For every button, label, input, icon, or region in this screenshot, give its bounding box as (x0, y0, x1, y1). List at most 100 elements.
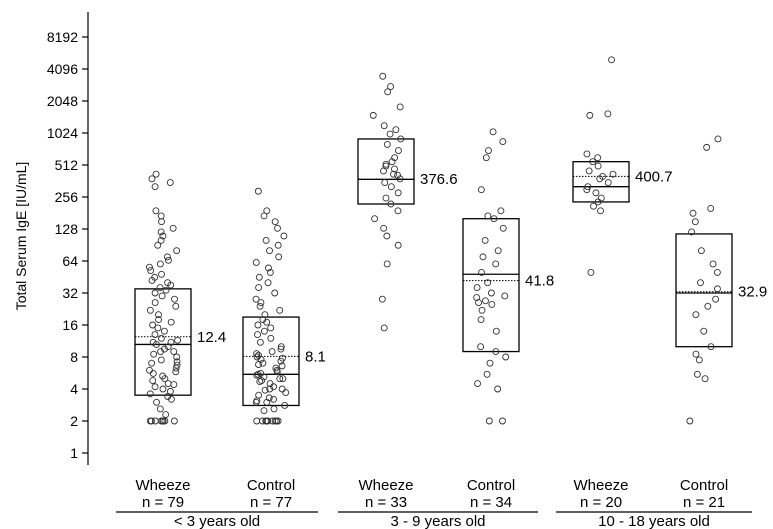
data-point (270, 395, 278, 403)
group-n-label: n = 21 (683, 494, 725, 511)
y-tick-label: 8 (70, 349, 78, 365)
data-point (477, 316, 485, 324)
group-wheeze-2: 400.7 (572, 56, 673, 276)
data-point (587, 268, 595, 276)
data-point (172, 368, 180, 376)
data-point (392, 126, 400, 134)
data-point (173, 361, 181, 369)
data-point (586, 111, 594, 119)
data-point (261, 386, 269, 394)
data-point (371, 215, 379, 223)
group-n-label: n = 77 (250, 494, 292, 511)
data-point (369, 111, 377, 119)
y-tick-label: 8192 (47, 29, 78, 45)
data-point (172, 302, 180, 310)
data-point (707, 343, 715, 351)
data-point (481, 297, 489, 305)
group-name-label: Wheeze (135, 477, 190, 494)
data-point (585, 167, 593, 175)
y-tick-label: 512 (55, 157, 79, 173)
data-point (697, 279, 704, 287)
plot-area: 12.4 8.1 376.6 41.8 400.7 32.9 (134, 56, 767, 425)
data-point (394, 189, 402, 197)
data-point (260, 407, 268, 415)
data-point (151, 289, 159, 297)
data-point (266, 247, 273, 255)
data-point (173, 358, 181, 366)
data-point (383, 260, 391, 268)
data-point (159, 232, 167, 240)
data-point (484, 212, 492, 220)
group-wheeze-0: 12.4 (134, 170, 226, 425)
data-point (482, 154, 490, 162)
data-point (261, 311, 269, 319)
data-point (167, 318, 175, 326)
y-axis: 1 2 4 8 16 32 64 128 256 512 1024 2048 4096 8192 (47, 12, 89, 465)
data-point (488, 300, 496, 308)
data-point (157, 228, 165, 236)
data-point (494, 247, 502, 255)
data-point (695, 356, 703, 364)
data-point (486, 359, 494, 367)
data-point (266, 268, 274, 276)
data-point (149, 321, 157, 329)
data-point (494, 385, 502, 393)
data-point (151, 383, 159, 391)
data-point (485, 417, 493, 425)
data-point (253, 350, 261, 358)
data-point (386, 130, 394, 138)
data-point (267, 334, 275, 342)
data-point (152, 207, 160, 215)
data-point (592, 189, 600, 197)
group-name-label: Control (467, 477, 515, 494)
data-point (479, 253, 487, 261)
data-point (154, 324, 162, 332)
data-point (382, 160, 390, 168)
group-n-label: n = 79 (142, 494, 184, 511)
data-point (713, 285, 721, 293)
data-point (267, 324, 275, 332)
data-point (166, 179, 174, 187)
data-point (394, 171, 402, 179)
data-point (150, 350, 158, 358)
data-point (477, 186, 485, 194)
data-point (264, 264, 272, 272)
data-point (383, 140, 391, 148)
data-point (170, 381, 178, 389)
data-point (609, 170, 617, 178)
data-point (253, 397, 261, 405)
data-point (264, 279, 272, 287)
data-point (599, 172, 607, 180)
data-point (148, 359, 156, 367)
data-point (254, 370, 262, 378)
data-point (155, 311, 162, 319)
data-point (473, 284, 481, 292)
data-point (704, 302, 712, 310)
y-tick-label: 256 (55, 189, 79, 205)
y-axis-title: Total Serum IgE [IU/mL] (13, 162, 29, 311)
data-point (391, 165, 398, 173)
data-point (266, 380, 274, 388)
group-control-2: 32.9 (675, 135, 767, 425)
data-point (278, 354, 286, 362)
data-point (281, 402, 289, 409)
data-point (256, 338, 264, 346)
data-point (271, 218, 279, 226)
y-tick-label: 1 (70, 445, 78, 461)
data-point (278, 385, 286, 393)
data-point (258, 377, 266, 385)
data-point (276, 375, 284, 383)
data-point (253, 353, 261, 361)
y-tick-label: 1024 (47, 125, 78, 141)
data-point (174, 336, 182, 344)
data-point (259, 417, 266, 425)
data-point (692, 350, 700, 358)
group-n-label: n = 20 (580, 494, 622, 511)
data-point (394, 241, 402, 249)
data-point (146, 390, 154, 398)
y-tick-label: 128 (55, 221, 79, 237)
data-point (255, 361, 262, 368)
data-point (274, 241, 282, 249)
